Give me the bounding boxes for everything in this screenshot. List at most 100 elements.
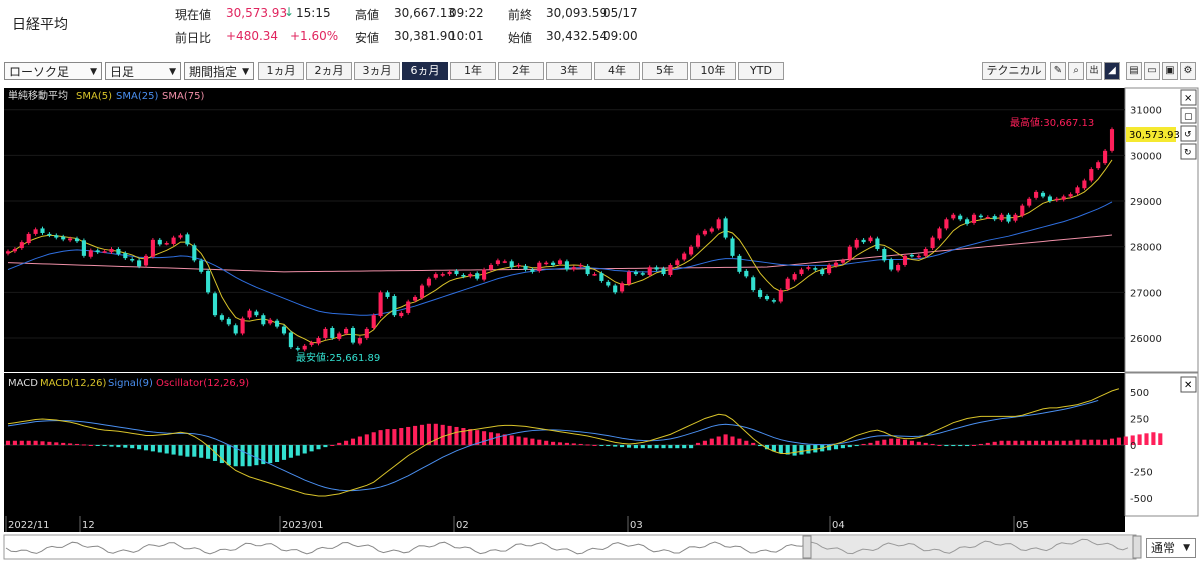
candle	[295, 348, 300, 350]
candle	[1034, 191, 1039, 198]
range-button-8[interactable]: 5年	[642, 62, 688, 80]
candle	[475, 273, 480, 279]
undo-icon[interactable]	[1180, 125, 1197, 142]
settings-icon[interactable]: ⚙	[1180, 62, 1196, 80]
range-button-9[interactable]: 10年	[690, 62, 736, 80]
oscillator-bar	[1013, 440, 1018, 445]
candle	[47, 233, 52, 236]
oscillator-bar	[323, 445, 328, 448]
candle	[1061, 196, 1066, 200]
candle	[137, 260, 142, 267]
range-button-0[interactable]: 1ヵ月	[258, 62, 304, 80]
candle	[709, 228, 714, 232]
svg-text:↺: ↺	[1184, 130, 1192, 140]
candle	[668, 264, 673, 276]
candle	[806, 267, 811, 269]
current-time: 15:15	[296, 6, 331, 20]
range-button-2[interactable]: 3ヵ月	[354, 62, 400, 80]
candle	[1047, 196, 1052, 202]
candle	[157, 239, 162, 245]
legend-sma75: SMA(75)	[162, 91, 204, 102]
oscillator-bar	[95, 445, 100, 446]
candle	[81, 240, 86, 256]
oscillator-bar	[206, 445, 211, 459]
oscillator-bar	[958, 445, 963, 447]
oscillator-bar	[54, 442, 59, 445]
candle	[54, 235, 59, 238]
candle	[5, 251, 11, 254]
zoom-icon[interactable]: ⌕	[1068, 62, 1084, 80]
oscillator-bar	[827, 445, 832, 451]
redo-icon[interactable]	[1180, 143, 1197, 160]
candle	[192, 245, 197, 261]
oscillator-bar	[12, 440, 17, 445]
chart-type-select[interactable]: ローソク足 ▼	[4, 62, 102, 80]
navigator[interactable]	[3, 534, 1137, 560]
candle	[406, 301, 411, 313]
technical-button[interactable]: テクニカル	[982, 62, 1046, 80]
pencil-icon[interactable]: ✎	[1050, 62, 1066, 80]
oscillator-bar	[702, 440, 707, 445]
range-button-10[interactable]: YTD	[738, 62, 784, 80]
candle	[185, 234, 190, 245]
price-tick-label: 29000	[1130, 197, 1162, 208]
lock-icon[interactable]	[1180, 107, 1197, 124]
range-button-3[interactable]: 6ヵ月	[402, 62, 448, 80]
high-value: 30,667.13	[394, 6, 456, 20]
oscillator-bar	[185, 445, 190, 457]
candle	[923, 248, 928, 256]
oscillator-bar	[861, 443, 866, 445]
x-tick-label: 03	[630, 520, 643, 531]
oscillator-bar	[682, 445, 687, 449]
range-button-6[interactable]: 3年	[546, 62, 592, 80]
candle	[33, 229, 38, 234]
candle	[813, 268, 818, 270]
price-tick-label: 27000	[1130, 288, 1162, 299]
toolbar: ローソク足 ▼ 日足 ▼ 期間指定 ▼ 1ヵ月 2ヵ月 3ヵ月 6ヵ月 1年 2年 3年 4年 5年 1…	[0, 62, 1200, 84]
area-chart-icon[interactable]: ◢	[1104, 62, 1120, 80]
last-price-label: 30,573.93	[1129, 130, 1180, 141]
candle	[288, 332, 293, 348]
oscillator-bar	[1096, 439, 1101, 445]
period-mode-select[interactable]: 期間指定 ▼	[184, 62, 254, 80]
candle	[281, 326, 287, 334]
print-icon[interactable]: ▤	[1126, 62, 1142, 80]
oscillator-bar	[916, 441, 921, 445]
last-price-box	[1126, 127, 1176, 142]
navigator-window[interactable]	[807, 536, 1135, 558]
oscillator-bar	[392, 429, 397, 445]
navigator-left-handle[interactable]	[802, 535, 812, 559]
range-button-1[interactable]: 2ヵ月	[306, 62, 352, 80]
folder-icon[interactable]: ▭	[1144, 62, 1160, 80]
candle	[626, 271, 632, 285]
navigator-right-handle[interactable]	[1132, 535, 1142, 559]
candle	[240, 318, 245, 334]
candle	[1020, 205, 1025, 216]
macd-close-icon[interactable]	[1180, 376, 1197, 393]
collapse-icon[interactable]	[1180, 89, 1197, 106]
candle	[413, 296, 418, 301]
candle	[661, 268, 666, 275]
candle	[212, 293, 218, 316]
candle	[944, 219, 949, 229]
oscillator-bar	[1137, 434, 1142, 445]
oscillator-bar	[488, 432, 494, 445]
range-button-5[interactable]: 2年	[498, 62, 544, 80]
save-icon[interactable]: ▣	[1162, 62, 1178, 80]
oscillator-bar	[806, 445, 811, 454]
oscillator-bar	[978, 443, 983, 445]
oscillator-bar	[771, 445, 776, 452]
candle	[523, 265, 528, 270]
oscillator-bar	[378, 430, 383, 445]
volume-icon[interactable]: 出	[1086, 62, 1102, 80]
range-button-4[interactable]: 1年	[450, 62, 496, 80]
range-button-7[interactable]: 4年	[594, 62, 640, 80]
oscillator-bar	[143, 445, 149, 451]
interval-select[interactable]: 日足 ▼	[105, 62, 181, 80]
mode-select[interactable]: 通常 ▼	[1146, 538, 1196, 558]
candle	[199, 260, 204, 272]
candle	[219, 315, 224, 320]
candle	[68, 238, 73, 241]
open-time: 09:00	[603, 29, 638, 43]
chart-svg: 26000 27000 28000 29000 30000 31000 500 250 0 -25…	[3, 87, 1199, 560]
